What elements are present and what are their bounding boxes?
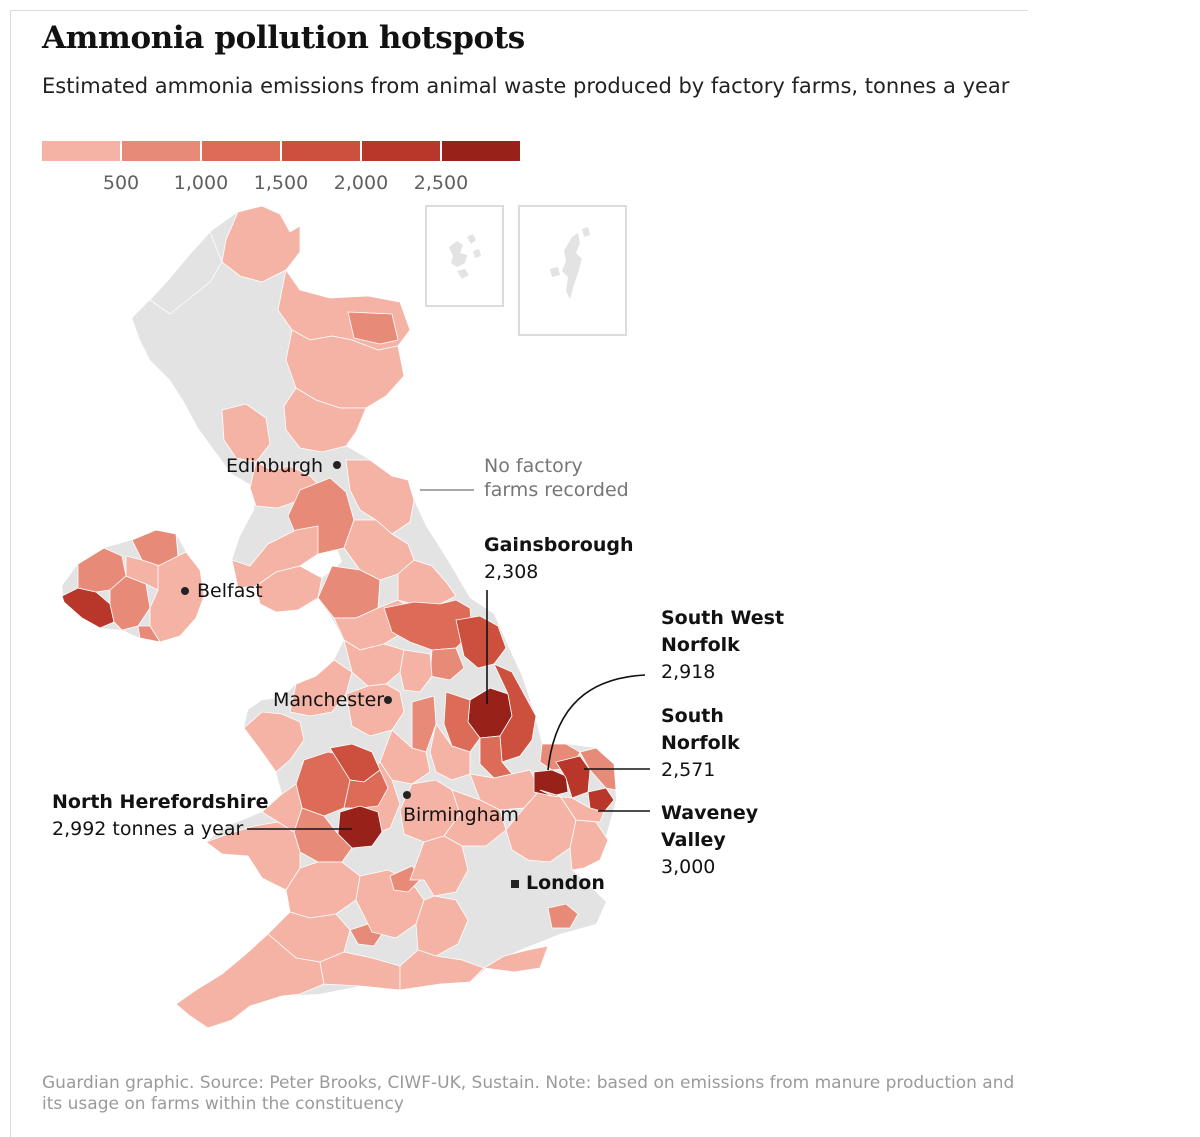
legend-swatch [362, 141, 440, 161]
birmingham-marker [403, 791, 411, 799]
constituency-region [547, 903, 579, 929]
swnorfolk-name-line1: South West [661, 607, 785, 629]
frame-left-border [10, 10, 11, 1137]
color-legend [42, 141, 520, 161]
constituency-region [443, 691, 481, 753]
constituency-region [345, 459, 415, 535]
constituency-region [283, 387, 367, 453]
constituency-region [221, 205, 301, 283]
chart-subtitle: Estimated ammonia emissions from animal … [42, 74, 1010, 98]
herefordshire-value: 2,992 tonnes a year [52, 818, 244, 840]
constituency-region [261, 783, 303, 833]
edinburgh-marker [333, 461, 341, 469]
constituency-region [399, 649, 433, 693]
belfast-label: Belfast [197, 580, 263, 602]
snorfolk-name-line2: Norfolk [661, 732, 740, 754]
swnorfolk-leader-line [547, 674, 646, 771]
legend-swatch [442, 141, 520, 161]
constituency-region [137, 625, 161, 643]
snorfolk-value: 2,571 [661, 759, 716, 781]
herefordshire-name: North Herefordshire [52, 791, 269, 813]
snorfolk-name-line1: South [661, 705, 724, 727]
constituency-region [221, 403, 271, 463]
constituency-region [409, 835, 469, 897]
belfast-marker [181, 587, 189, 595]
legend-tick-label: 2,000 [333, 172, 389, 194]
waveney-name-line1: Waveney [661, 802, 759, 824]
no-data-label-line2: farms recorded [484, 479, 629, 501]
constituency-region [587, 787, 615, 813]
legend-tick-label: 500 [102, 172, 140, 194]
constituency-region [533, 769, 569, 797]
waveney-value: 3,000 [661, 856, 716, 878]
swnorfolk-value: 2,918 [661, 661, 716, 683]
manchester-marker [384, 696, 392, 704]
legend-tick-label: 2,500 [413, 172, 469, 194]
shetland-inset [518, 205, 627, 336]
legend-swatch [42, 141, 120, 161]
no-data-label-line1: No factory [484, 455, 583, 477]
legend-tick-label: 1,500 [253, 172, 309, 194]
source-footnote: Guardian graphic. Source: Peter Brooks, … [42, 1073, 1015, 1114]
constituency-region [397, 559, 457, 607]
constituency-region [455, 615, 507, 669]
london-marker [511, 880, 519, 888]
constituency-region [493, 663, 537, 763]
legend-swatch [282, 141, 360, 161]
legend-tick-label: 1,000 [173, 172, 229, 194]
chart-title: Ammonia pollution hotspots [42, 20, 525, 56]
frame-top-border [10, 10, 1028, 11]
constituency-region [347, 311, 399, 345]
birmingham-label: Birmingham [403, 804, 519, 826]
constituency-region [482, 945, 549, 973]
manchester-label: Manchester [273, 689, 385, 711]
legend-swatch [122, 141, 200, 161]
constituency-region [149, 551, 205, 643]
constituency-region [149, 231, 223, 315]
constituency-region [243, 711, 305, 773]
constituency-region [539, 789, 605, 823]
constituency-region [429, 723, 471, 781]
swnorfolk-name-line2: Norfolk [661, 634, 740, 656]
constituency-region [175, 933, 325, 1029]
constituency-region [443, 789, 507, 847]
constituency-region [231, 525, 319, 589]
edinburgh-label: Edinburgh [226, 455, 324, 477]
constituency-region [411, 695, 437, 753]
constituency-region [343, 769, 389, 809]
gainsborough-value: 2,308 [484, 561, 539, 583]
gainsborough-name: Gainsborough [484, 534, 634, 556]
orkney-inset [425, 205, 504, 307]
london-label: London [526, 872, 605, 894]
legend-swatch [202, 141, 280, 161]
constituency-region [205, 821, 301, 891]
waveney-name-line2: Valley [661, 829, 726, 851]
